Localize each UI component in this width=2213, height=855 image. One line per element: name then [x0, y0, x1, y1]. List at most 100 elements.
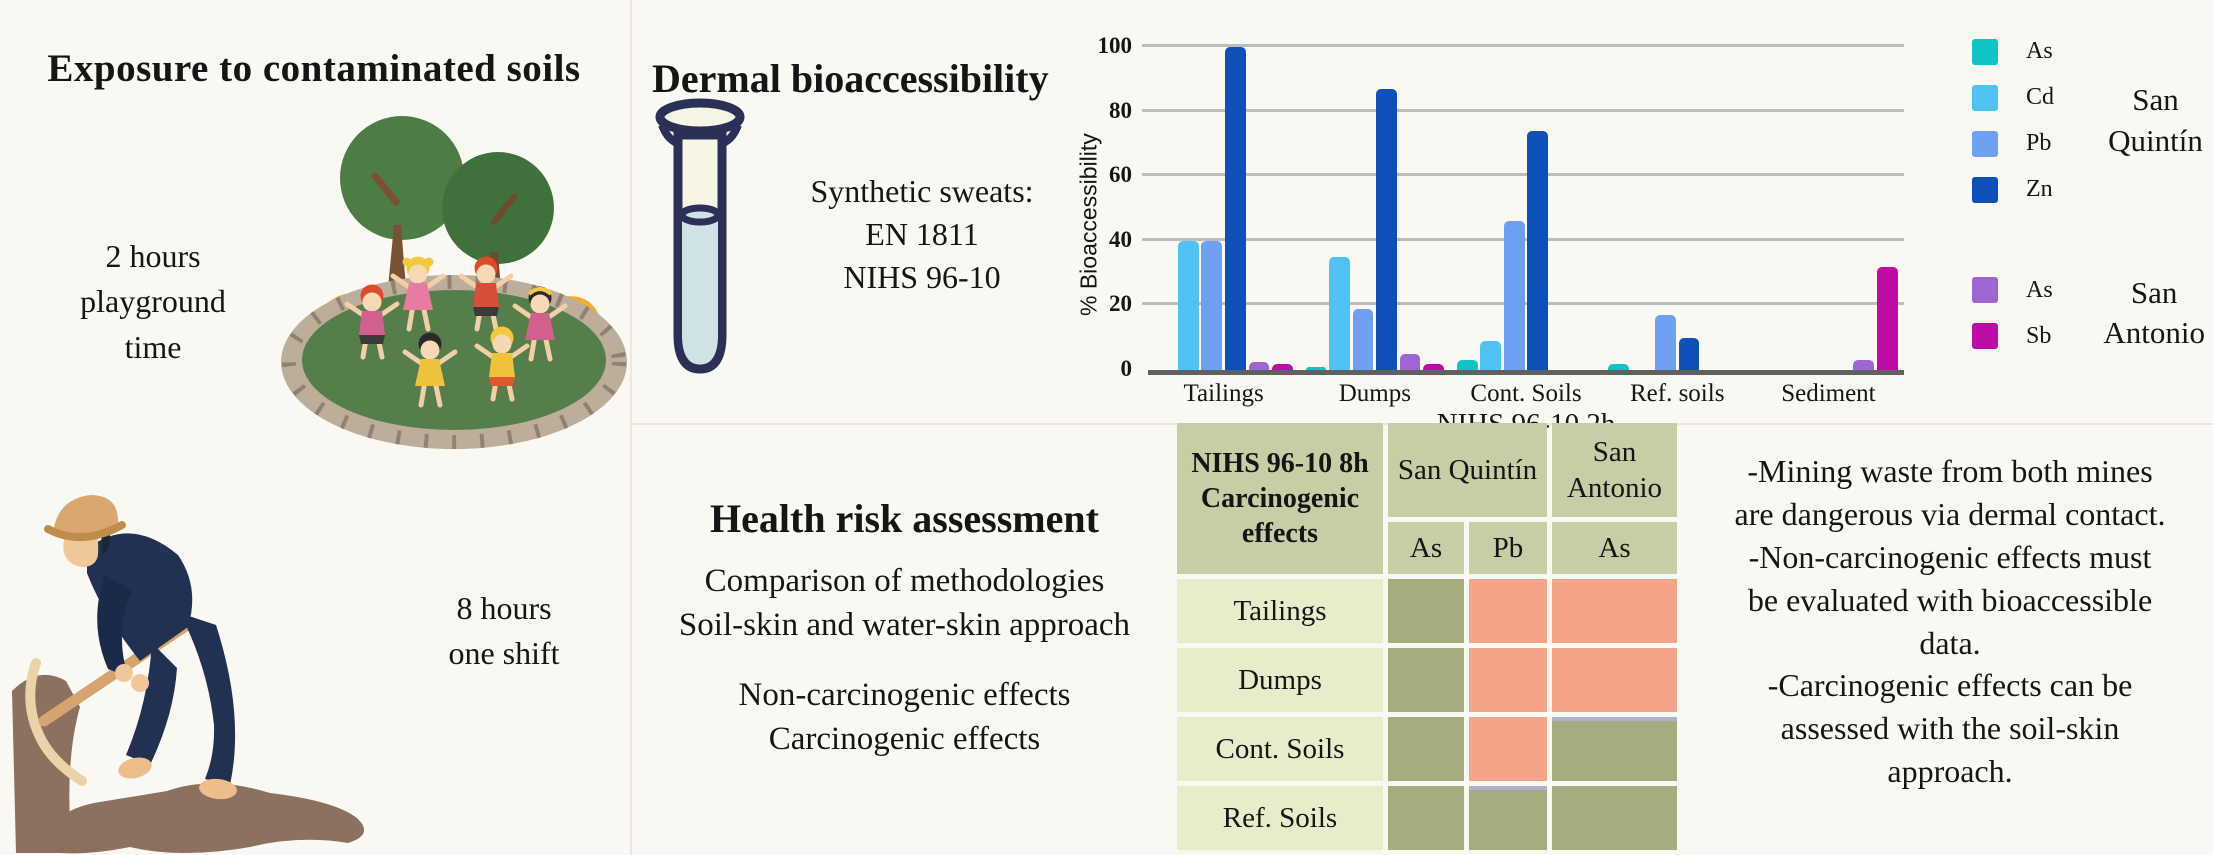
- legend-swatch-As: [1972, 277, 1998, 304]
- table-cell-risk: [1552, 648, 1677, 712]
- category-label-Sediment: Sediment: [1781, 380, 1876, 407]
- bar-slot: [1630, 47, 1654, 370]
- bar-slot: [1526, 47, 1550, 370]
- health-risk-title: Health risk assessment: [710, 496, 1099, 542]
- bar-As-Tailings: [1248, 361, 1270, 370]
- table-header-san-antonio: San Antonio: [1552, 423, 1677, 517]
- bar-slot: [1153, 47, 1177, 370]
- bar-group-Dumps: [1299, 47, 1450, 370]
- legend-group: As Sb San Antonio: [1972, 273, 2213, 354]
- y-tick-40: 40: [1109, 226, 1132, 252]
- child-figure: [402, 332, 458, 408]
- legend-items: As Cd Pb Zn: [1972, 38, 2054, 203]
- bar-group-Ref. soils: [1602, 47, 1753, 370]
- legend-group: As Cd Pb Zn San Quintín: [1972, 38, 2213, 203]
- bar-As-Dumps: [1399, 353, 1421, 370]
- bar-As-Sediment: [1853, 360, 1875, 370]
- bar-slot: [1422, 47, 1446, 370]
- conclusions-text: -Mining waste from both mines are danger…: [1734, 453, 2166, 790]
- bar-As-Ref. soils: [1608, 363, 1629, 370]
- legend-site-label: San Quintín: [2108, 82, 2203, 158]
- bar-group-Cont. Soils: [1450, 47, 1601, 370]
- bar-slot: [1701, 47, 1725, 370]
- legend-site-label: San Antonio: [2103, 275, 2205, 351]
- methodologies-text: Comparison of methodologies Soil-skin an…: [678, 563, 1131, 643]
- bar-slot: [1677, 47, 1701, 370]
- playground-children-illustration: [281, 116, 627, 449]
- bar-As-Dumps: [1305, 366, 1327, 370]
- pickaxe-head: [25, 658, 87, 786]
- legend-swatch-Sb: [1972, 323, 1998, 350]
- chart-plot: 0 20 40 60 80 100: [1098, 33, 1904, 381]
- vertical-divider: [630, 0, 632, 855]
- category-label-Tailings: Tailings: [1183, 380, 1264, 407]
- legend-item-Pb: Pb: [1972, 130, 2054, 157]
- gridline-60: [1142, 173, 1904, 177]
- bar-slot: [1351, 47, 1375, 370]
- dermal-title: Dermal bioaccessibility: [652, 56, 1049, 102]
- bar-slot: [1852, 47, 1876, 370]
- bar-slot: [1828, 47, 1852, 370]
- bar-Cd-Tailings: [1177, 240, 1199, 370]
- bar-Sb-Dumps: [1423, 363, 1444, 370]
- bar-slot: [1479, 47, 1503, 370]
- table-cell-safe: [1388, 648, 1464, 712]
- bar-As-Cont. Soils: [1456, 360, 1478, 370]
- legend-item-Zn: Zn: [1972, 176, 2054, 203]
- table-row-label-Ref-Soils: Ref. Soils: [1177, 786, 1383, 850]
- legend-label-As: As: [2026, 276, 2053, 303]
- chart-categories: Tailings Dumps Cont. Soils Ref. soils Sedime…: [1148, 380, 1904, 408]
- bar-slot: [1781, 47, 1805, 370]
- table-header-san-quintin: San Quintín: [1388, 423, 1547, 517]
- bar-Cd-Cont. Soils: [1480, 340, 1502, 370]
- bar-slot: [1304, 47, 1328, 370]
- table-cell-safe: [1552, 717, 1677, 781]
- y-tick-20: 20: [1109, 291, 1132, 317]
- y-tick-100: 100: [1097, 33, 1133, 58]
- legend-swatch-Pb: [1972, 130, 1998, 157]
- legend-swatch-Cd: [1972, 84, 1998, 111]
- legend-item-Sb: Sb: [1972, 323, 2053, 350]
- bar-slot: [1805, 47, 1829, 370]
- bar-Cd-Dumps: [1329, 256, 1350, 370]
- bar-Pb-Tailings: [1201, 240, 1223, 370]
- effects-text: Non-carcinogenic effects Carcinogenic ef…: [738, 677, 1071, 757]
- bar-Zn-Ref. soils: [1678, 337, 1700, 370]
- bar-slot: [1398, 47, 1422, 370]
- bar-slot: [1758, 47, 1782, 370]
- bar-slot: [1654, 47, 1678, 370]
- y-tick-80: 80: [1109, 97, 1132, 123]
- legend-swatch-As: [1972, 38, 1998, 65]
- legend-item-As: As: [1972, 38, 2054, 65]
- bar-Zn-Dumps: [1376, 89, 1397, 370]
- table-cell-risk: [1469, 648, 1547, 712]
- bar-Zn-Tailings: [1225, 47, 1246, 370]
- bar-slot: [1455, 47, 1479, 370]
- table-subheader-pb-sq: Pb: [1469, 522, 1547, 574]
- bar-Pb-Cont. Soils: [1503, 221, 1525, 370]
- table-subheader-as-sa: As: [1552, 522, 1677, 574]
- table-corner-header: NIHS 96-10 8h Carcinogenic effects: [1177, 423, 1383, 574]
- bar-slot: [1328, 47, 1352, 370]
- table-subheader-as-sq: As: [1388, 522, 1464, 574]
- gridline-100: [1142, 44, 1904, 47]
- category-label-Ref. soils: Ref. soils: [1629, 380, 1725, 407]
- table-cell-risk: [1469, 717, 1547, 781]
- bar-Sb-Sediment: [1876, 266, 1898, 370]
- bar-Pb-Dumps: [1352, 308, 1374, 370]
- bar-group-Tailings: [1148, 47, 1299, 370]
- y-tick-60: 60: [1109, 162, 1132, 188]
- test-tube-icon: [655, 98, 745, 374]
- bar-slot: [1550, 47, 1574, 370]
- legend-label-Zn: Zn: [2026, 176, 2053, 202]
- table-row-label-Dumps: Dumps: [1177, 648, 1383, 712]
- legend-label-Cd: Cd: [2026, 84, 2055, 110]
- legend-items: As Sb: [1972, 277, 2053, 350]
- risk-table: NIHS 96-10 8h Carcinogenic effects San Q…: [1177, 423, 1677, 850]
- shift-time-label: 8 hours one shift: [448, 590, 560, 672]
- playground-time-label: 2 hours playground time: [80, 238, 226, 365]
- bar-slot: [1502, 47, 1526, 370]
- bar-slot: [1573, 47, 1597, 370]
- exposure-title: Exposure to contaminated soils: [47, 47, 581, 91]
- table-cell-safe: [1552, 786, 1677, 850]
